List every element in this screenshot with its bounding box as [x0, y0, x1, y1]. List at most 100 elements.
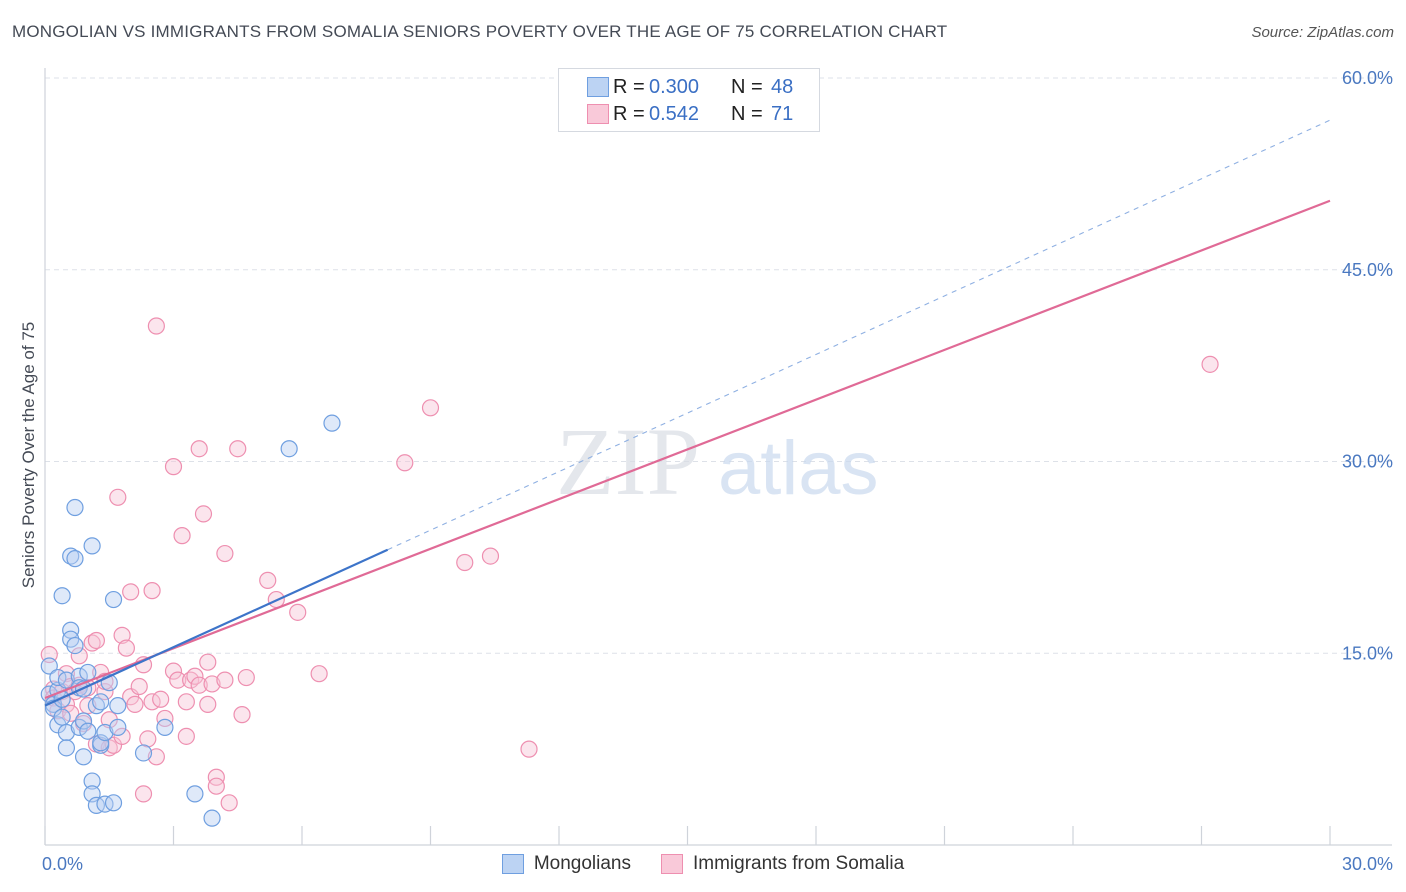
data-point-somalia	[199, 695, 217, 713]
y-tick-label: 30.0%	[1342, 452, 1393, 472]
somalia-points	[40, 69, 1219, 812]
data-point-somalia	[152, 690, 170, 708]
x-tick-label: 0.0%	[42, 854, 83, 874]
data-point-somalia	[70, 647, 88, 665]
source-label: Source: ZipAtlas.com	[1251, 24, 1394, 41]
data-point-somalia	[310, 665, 328, 683]
data-point-somalia	[177, 727, 195, 745]
data-point-somalia	[130, 677, 148, 696]
data-point-somalia	[190, 440, 208, 458]
data-point-somalia	[233, 706, 251, 724]
data-point-somalia	[126, 695, 144, 713]
tick-labels: 15.0% 30.0% 45.0% 60.0% 0.0% 30.0%	[42, 68, 1393, 874]
data-point-somalia	[173, 527, 191, 545]
grid-lines	[45, 77, 1392, 654]
data-point-mongolians	[96, 723, 114, 742]
legend-r-value: 0.542	[649, 102, 700, 125]
data-point-somalia	[456, 553, 474, 572]
data-point-somalia	[143, 582, 161, 600]
mongolian-points	[40, 414, 341, 827]
trend-line-mongolians-projection	[387, 119, 1331, 551]
data-point-mongolians	[83, 772, 101, 790]
data-point-somalia	[117, 639, 135, 657]
y-axis-title: Seniors Poverty Over the Age of 75	[19, 322, 38, 588]
watermark: ZIP atlas	[556, 408, 879, 515]
data-point-somalia	[57, 665, 76, 683]
data-point-mongolians	[280, 440, 298, 458]
data-point-somalia	[122, 583, 140, 601]
data-point-somalia	[164, 662, 183, 680]
legend-n-value: 71	[771, 102, 794, 125]
data-point-mongolians	[109, 718, 127, 736]
data-point-somalia	[147, 748, 165, 766]
legend-r-value: 0.300	[649, 75, 700, 98]
data-point-somalia	[104, 736, 123, 754]
trend-line-somalia	[44, 199, 1331, 700]
legend-row-somalia: R = 0.542 N = 71	[587, 101, 794, 127]
data-point-somalia	[169, 671, 187, 689]
data-point-somalia	[207, 768, 225, 786]
data-point-somalia	[194, 505, 213, 523]
data-point-somalia	[396, 454, 414, 472]
legend-swatch-somalia	[587, 104, 609, 124]
data-point-somalia	[190, 676, 208, 694]
legend-label-somalia: Immigrants from Somalia	[693, 853, 905, 874]
y-tick-label: 60.0%	[1342, 68, 1393, 88]
data-point-somalia	[177, 693, 195, 711]
trend-line-mongolians	[44, 548, 389, 707]
data-point-mongolians	[53, 587, 71, 605]
data-point-mongolians	[57, 671, 76, 689]
data-point-somalia	[229, 440, 247, 458]
legend-item-mongolians[interactable]: Mongolians	[501, 852, 631, 876]
data-point-somalia	[87, 631, 106, 650]
legend-n-label: N =	[731, 75, 763, 98]
data-point-somalia	[207, 777, 225, 795]
data-point-mongolians	[186, 785, 204, 803]
data-point-somalia	[237, 668, 255, 687]
data-point-mongolians	[83, 537, 101, 555]
y-tick-label: 45.0%	[1342, 260, 1393, 280]
data-point-mongolians	[92, 693, 110, 711]
legend-swatch-mongolians	[501, 854, 524, 874]
data-point-mongolians	[156, 718, 174, 736]
data-point-mongolians	[66, 636, 84, 655]
legend-swatch-somalia	[661, 854, 683, 874]
data-point-somalia	[259, 571, 277, 589]
data-point-somalia	[421, 399, 440, 417]
data-point-somalia	[216, 544, 234, 563]
data-point-somalia	[147, 317, 165, 335]
data-point-somalia	[62, 704, 80, 722]
legend-r-label: R =	[613, 102, 645, 125]
legend-r-label: R =	[613, 75, 645, 98]
correlation-legend: R = 0.300 N = 48 R = 0.542 N = 71	[558, 68, 820, 132]
data-point-mongolians	[96, 795, 114, 813]
data-point-somalia	[1201, 355, 1219, 373]
data-point-mongolians	[74, 748, 93, 766]
data-point-somalia	[216, 671, 234, 689]
legend-n-label: N =	[731, 102, 763, 125]
data-point-somalia	[113, 727, 131, 745]
series-legend: Mongolians Immigrants from Somalia	[0, 852, 1406, 876]
legend-item-somalia[interactable]: Immigrants from Somalia	[661, 852, 904, 876]
y-tick-label: 15.0%	[1342, 643, 1393, 663]
data-point-mongolians	[57, 723, 76, 742]
watermark-zip: ZIP	[556, 408, 700, 515]
data-point-mongolians	[109, 697, 127, 715]
trend-lines	[44, 119, 1331, 707]
data-point-somalia	[113, 626, 131, 644]
data-point-mongolians	[134, 744, 153, 762]
data-point-somalia	[109, 488, 127, 506]
data-point-mongolians	[92, 734, 110, 752]
legend-label-mongolians: Mongolians	[533, 853, 631, 874]
data-point-somalia	[203, 675, 221, 693]
data-point-somalia	[481, 547, 500, 565]
data-point-somalia	[96, 682, 114, 701]
axes	[44, 68, 1392, 846]
data-point-somalia	[156, 709, 174, 728]
legend-swatch-mongolians	[587, 77, 609, 97]
data-point-mongolians	[104, 590, 123, 609]
data-point-mongolians	[104, 794, 123, 812]
data-point-mongolians	[79, 663, 97, 682]
data-point-mongolians	[203, 809, 221, 827]
